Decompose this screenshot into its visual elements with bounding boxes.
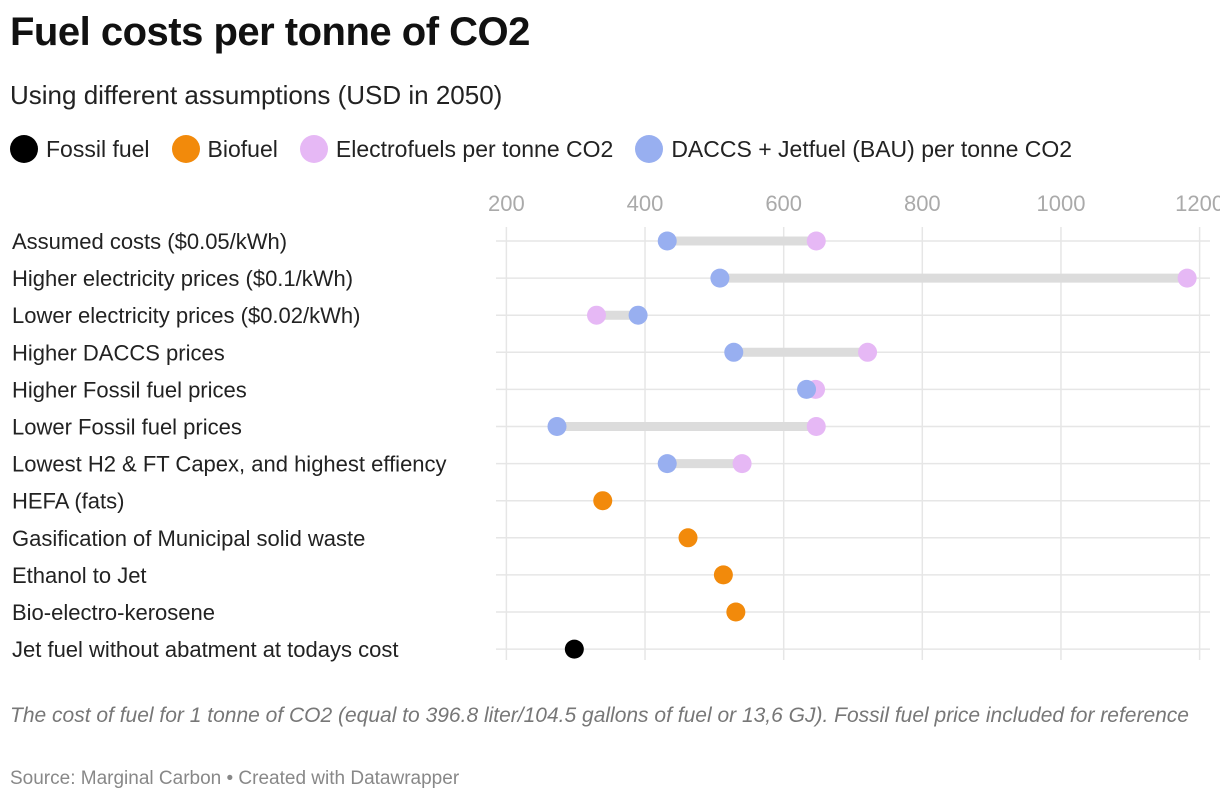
legend-item-daccs: DACCS + Jetfuel (BAU) per tonne CO2 bbox=[635, 135, 1072, 163]
dot-daccs-jetfuel-bau-per-tonne-co2 bbox=[628, 305, 648, 325]
x-tick-label: 1000 bbox=[1036, 191, 1085, 216]
dot-electrofuels-per-tonne-co2 bbox=[587, 305, 607, 325]
dot-electrofuels-per-tonne-co2 bbox=[858, 342, 878, 362]
circle-icon bbox=[10, 135, 38, 163]
legend-label: DACCS + Jetfuel (BAU) per tonne CO2 bbox=[671, 135, 1073, 162]
chart-notes: The cost of fuel for 1 tonne of CO2 (equ… bbox=[10, 704, 1189, 727]
row-label: Bio-electro-kerosene bbox=[12, 600, 215, 625]
circle-icon bbox=[171, 135, 200, 163]
legend-label: Fossil fuel bbox=[46, 135, 150, 162]
row-label: HEFA (fats) bbox=[12, 489, 124, 514]
dot-electrofuels-per-tonne-co2 bbox=[732, 454, 752, 474]
chart-subtitle: Using different assumptions (USD in 2050… bbox=[10, 80, 503, 110]
row-label: Higher DACCS prices bbox=[12, 340, 225, 365]
dot-daccs-jetfuel-bau-per-tonne-co2 bbox=[547, 417, 567, 436]
dot-daccs-jetfuel-bau-per-tonne-co2 bbox=[797, 379, 817, 399]
dot-biofuel bbox=[593, 491, 613, 511]
circle-icon bbox=[299, 135, 328, 163]
dot-fossil-fuel bbox=[564, 639, 584, 659]
x-tick-label: 600 bbox=[765, 191, 802, 216]
x-tick-label: 400 bbox=[627, 191, 664, 216]
legend-item-fossil-fuel: Fossil fuel bbox=[10, 135, 150, 163]
dot-daccs-jetfuel-bau-per-tonne-co2 bbox=[710, 268, 730, 288]
chart-source: Source: Marginal Carbon • Created with D… bbox=[10, 768, 460, 789]
legend-item-biofuel: Biofuel bbox=[171, 135, 278, 163]
chart-legend: Fossil fuel Biofuel Electrofuels per ton… bbox=[10, 135, 1094, 163]
row-label: Jet fuel without abatment at todays cost bbox=[12, 637, 398, 662]
row-label: Lower Fossil fuel prices bbox=[12, 415, 242, 440]
x-tick-label: 1200 bbox=[1175, 191, 1220, 216]
dot-biofuel bbox=[678, 528, 698, 548]
row-label: Assumed costs ($0.05/kWh) bbox=[12, 229, 287, 254]
circle-icon bbox=[635, 135, 664, 163]
row-label: Higher electricity prices ($0.1/kWh) bbox=[12, 266, 353, 291]
row-label: Higher Fossil fuel prices bbox=[12, 377, 247, 402]
legend-label: Biofuel bbox=[207, 135, 278, 162]
dot-biofuel bbox=[713, 565, 733, 585]
dot-electrofuels-per-tonne-co2 bbox=[806, 231, 826, 251]
dot-daccs-jetfuel-bau-per-tonne-co2 bbox=[724, 342, 744, 362]
dot-range-chart: 200 400 600 800 1000 1200 Assumed costs ($0.05… bbox=[12, 191, 1220, 662]
chart-title: Fuel costs per tonne of CO2 bbox=[10, 10, 530, 54]
row-label: Lowest H2 & FT Capex, and highest effien… bbox=[12, 452, 447, 477]
dot-daccs-jetfuel-bau-per-tonne-co2 bbox=[657, 454, 677, 474]
x-tick-label: 800 bbox=[904, 191, 941, 216]
dot-electrofuels-per-tonne-co2 bbox=[806, 417, 826, 436]
row-label: Lower electricity prices ($0.02/kWh) bbox=[12, 303, 360, 328]
legend-item-electrofuels: Electrofuels per tonne CO2 bbox=[299, 135, 614, 163]
dot-biofuel bbox=[726, 602, 746, 622]
row-label: Ethanol to Jet bbox=[12, 563, 147, 588]
legend-label: Electrofuels per tonne CO2 bbox=[335, 135, 614, 162]
dot-daccs-jetfuel-bau-per-tonne-co2 bbox=[657, 231, 677, 251]
row-label: Gasification of Municipal solid waste bbox=[12, 526, 365, 551]
x-tick-label: 200 bbox=[488, 191, 525, 216]
dot-electrofuels-per-tonne-co2 bbox=[1177, 268, 1197, 288]
